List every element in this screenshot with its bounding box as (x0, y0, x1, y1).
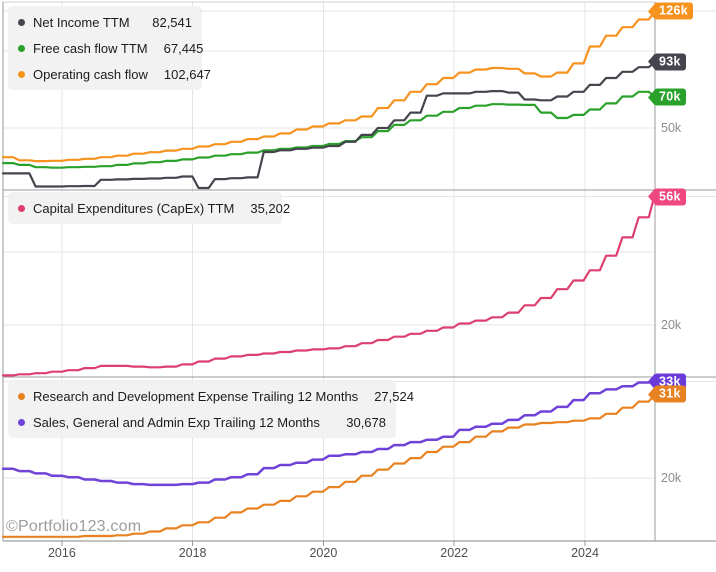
x-axis-label: 2020 (309, 546, 338, 560)
legend-label: Net Income TTM (33, 14, 130, 30)
legend-capex: Capital Expenditures (CapEx) TTM 35,202 (8, 192, 290, 224)
series-line-net_income (1, 60, 657, 190)
last-value-flag-capex: 56k (648, 188, 686, 206)
flag-arrow-icon (648, 188, 655, 205)
legend-label: Free cash flow TTM (33, 40, 148, 56)
y-axis-label: 50k (661, 121, 682, 135)
legend-item-fcf[interactable]: Free cash flow TTM 67,445 (8, 35, 204, 61)
last-value-flag-net_income: 93k (648, 53, 686, 71)
flag-arrow-icon (648, 3, 655, 20)
series-line-ocf (1, 10, 657, 163)
legend-item-ocf[interactable]: Operating cash flow 102,647 (8, 61, 211, 87)
legend-cash-flow: Net Income TTM 82,541 Free cash flow TTM 67… (8, 6, 211, 90)
flag-arrow-icon (648, 89, 655, 106)
series-line-sga (1, 377, 657, 487)
y-axis-label: 20k (661, 318, 682, 332)
last-value-flag-fcf: 70k (648, 88, 686, 106)
legend-item-capex[interactable]: Capital Expenditures (CapEx) TTM 35,202 (8, 195, 290, 221)
legend-value: 30,678 (346, 414, 386, 430)
flag-value: 70k (654, 88, 686, 106)
legend-label: Capital Expenditures (CapEx) TTM (33, 200, 235, 216)
legend-value: 102,647 (163, 66, 211, 82)
series-bullet-icon (18, 44, 25, 52)
flag-value: 93k (654, 53, 686, 71)
legend-value: 82,541 (152, 14, 192, 30)
series-line-rnd (1, 392, 657, 538)
flag-value: 56k (654, 188, 686, 206)
series-bullet-icon (18, 392, 25, 400)
legend-opex: Research and Development Expense Trailin… (8, 380, 414, 438)
legend-item-sga[interactable]: Sales, General and Admin Exp Trailing 12… (8, 409, 396, 435)
x-axis-label: 2024 (571, 546, 599, 560)
flag-arrow-icon (648, 373, 655, 390)
flag-arrow-icon (648, 386, 655, 402)
x-axis-label: 2016 (47, 546, 76, 560)
legend-label: Sales, General and Admin Exp Trailing 12… (33, 414, 320, 430)
legend-label: Research and Development Expense Trailin… (33, 388, 359, 404)
x-axis-label: 2018 (178, 546, 207, 560)
legend-item-rnd[interactable]: Research and Development Expense Trailin… (8, 383, 414, 409)
legend-value: 35,202 (250, 200, 291, 216)
last-value-flag-ocf: 126k (648, 2, 694, 20)
series-bullet-icon (18, 70, 25, 78)
legend-label: Operating cash flow (33, 66, 148, 82)
watermark: ©Portfolio123.com (6, 518, 142, 535)
legend-value: 27,524 (374, 388, 414, 404)
flag-value: 126k (654, 2, 694, 20)
last-value-flag-rnd: 31k (648, 385, 686, 403)
series-bullet-icon (18, 204, 25, 212)
flag-arrow-icon (648, 53, 655, 70)
y-axis-label: 20k (661, 471, 682, 485)
x-axis-label: 2022 (440, 546, 469, 560)
legend-item-net_income[interactable]: Net Income TTM 82,541 (8, 9, 202, 35)
flag-value: 31k (654, 385, 686, 403)
series-line-fcf (1, 90, 657, 169)
series-bullet-icon (18, 418, 25, 426)
series-bullet-icon (18, 18, 25, 26)
legend-value: 67,445 (163, 40, 204, 56)
series-line-capex (1, 192, 657, 377)
